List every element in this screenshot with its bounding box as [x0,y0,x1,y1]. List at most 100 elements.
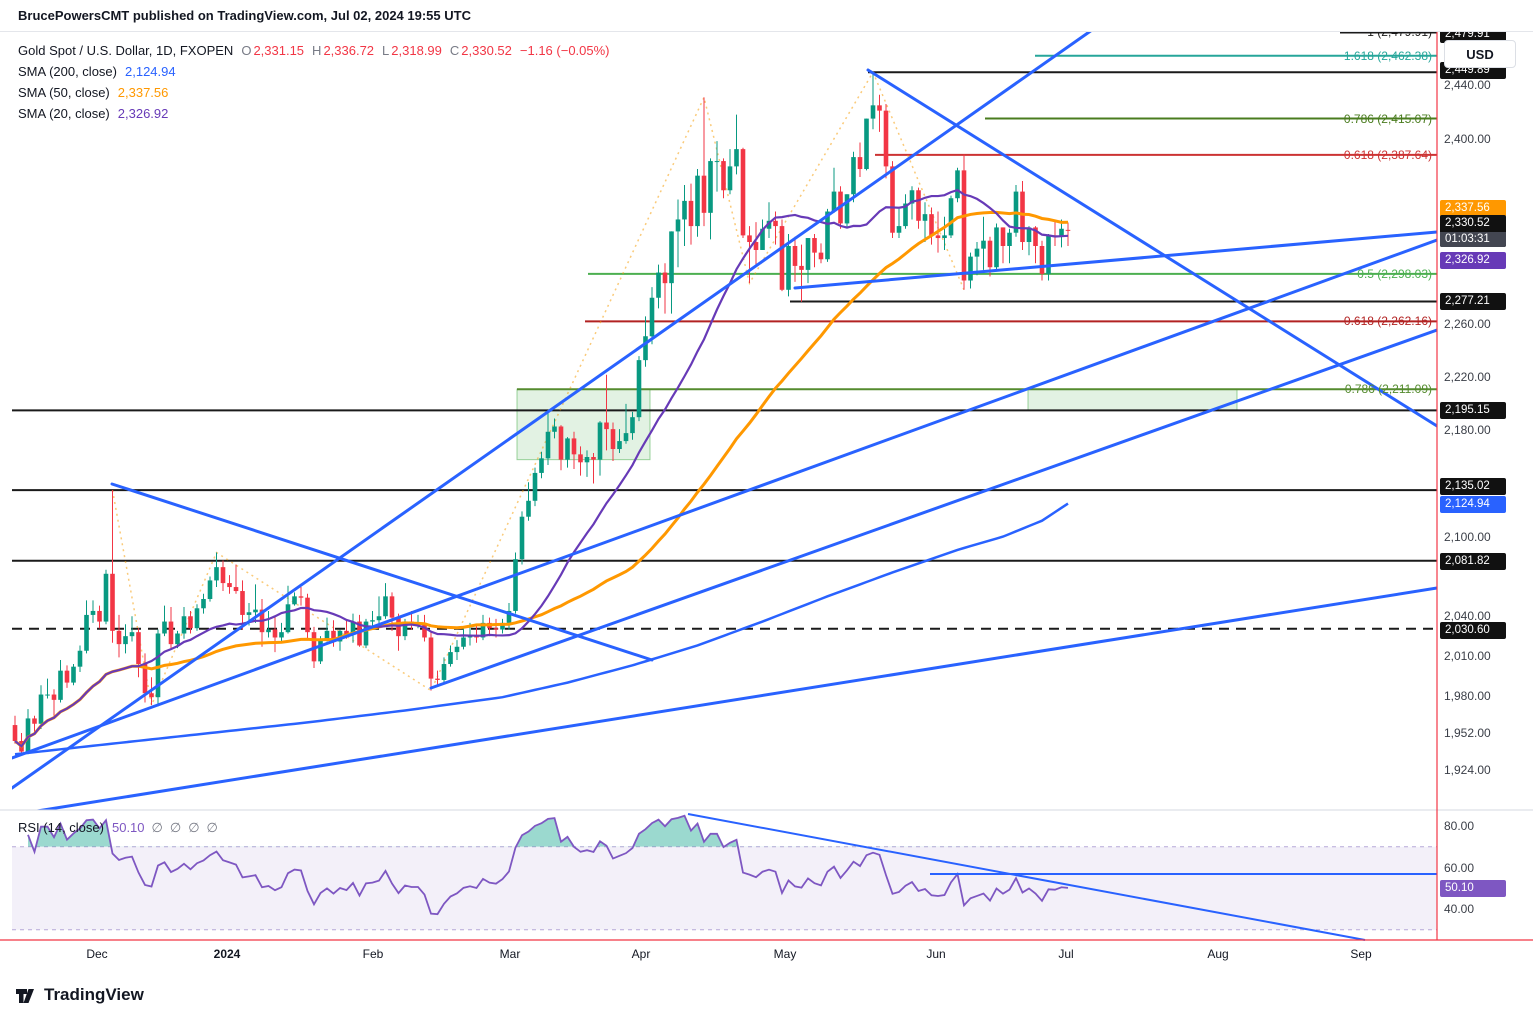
symbol-row: Gold Spot / U.S. Dollar, 1D, FXOPEN O 2,33… [18,40,610,61]
candle [136,628,141,678]
attribution-text: BrucePowersCMT published on TradingView.… [18,8,471,23]
candle [844,194,850,228]
symbol-title[interactable]: Gold Spot / U.S. Dollar, 1D, FXOPEN [18,43,234,58]
rsi-legend[interactable]: RSI (14, close) 50.10 ∅ ∅ ∅ ∅ [18,820,218,836]
indicator-value: 2,326.92 [117,106,169,121]
candle [162,605,167,637]
rsi-param-placeholder: ∅ [169,820,182,835]
candle [948,195,954,239]
zone-box[interactable] [1027,388,1238,411]
sma200-line[interactable] [14,502,1069,756]
candle [1033,226,1038,264]
candle [188,610,193,634]
rsi-name: RSI (14, close) [18,820,104,835]
candle [207,576,213,602]
trendline[interactable] [793,230,1437,290]
candle [636,356,642,422]
candle [532,467,538,507]
rsi-param-placeholder: ∅ [206,820,218,835]
candle [1046,234,1051,281]
candle [97,605,102,629]
candle [916,187,921,229]
candle [58,660,63,703]
indicator-legend-sma50[interactable]: SMA (50, close) 2,337.56 [18,82,610,103]
candle [968,252,973,289]
trendline[interactable] [12,30,1094,790]
candle [214,552,219,588]
candle [584,450,590,477]
indicator-name: SMA (200, close) [18,64,117,79]
ohlc-close-value: 2,330.52 [461,43,512,58]
candle [201,593,206,614]
candle [298,587,304,606]
candle [740,147,746,239]
candle [461,628,466,650]
header-bar: BrucePowersCMT published on TradingView.… [0,0,1533,32]
candle [292,592,297,606]
ohlc-open-value: 2,331.15 [253,43,305,58]
candle [110,490,115,643]
candle [961,154,967,290]
candle [90,600,96,623]
trendline[interactable] [866,68,1437,428]
candle [1065,222,1071,247]
candle [428,632,434,691]
candle [396,613,401,651]
candle [903,194,908,229]
candle [799,244,804,302]
sma20-line[interactable] [14,188,1069,748]
currency-button[interactable]: USD [1444,40,1516,68]
zone-box[interactable] [516,388,651,461]
candle [272,616,278,653]
brand-wordmark[interactable]: TradingView [44,985,144,1004]
candle [1052,219,1058,247]
candle [1007,228,1012,264]
zigzag-dotted-line [111,70,965,708]
candle [454,640,460,661]
candle [1000,227,1006,264]
indicator-name: SMA (50, close) [18,85,110,100]
sma50-line[interactable] [14,210,1069,749]
candle [701,97,707,227]
candle [240,580,245,630]
candle [558,425,564,471]
candle [864,118,869,171]
candle [805,238,811,284]
candle [688,183,694,245]
ohlc-high-label: H [312,43,322,58]
trendline[interactable] [110,482,654,662]
candle [857,142,863,177]
candle [441,657,447,683]
trendline[interactable] [12,586,1437,815]
candle [233,564,239,594]
candle [51,689,57,716]
candle [942,216,947,250]
candle [435,670,440,686]
trendline[interactable] [429,328,1437,690]
trendline[interactable] [12,238,1437,760]
rsi-trendline[interactable] [687,813,1366,941]
candle [168,606,174,650]
candle [1059,219,1064,248]
indicator-legend-sma20[interactable]: SMA (20, close) 2,326.92 [18,103,610,124]
main-legend: Gold Spot / U.S. Dollar, 1D, FXOPEN O 2,33… [18,40,610,124]
candle [571,431,577,469]
candle [890,161,895,239]
candle [578,446,583,476]
candle [84,600,89,654]
candle [181,606,187,639]
candle [695,169,700,237]
rsi-band [12,846,1437,930]
candle [753,222,759,265]
candle [896,208,902,239]
indicator-value: 2,124.94 [125,64,176,79]
tradingview-logo-icon[interactable] [14,984,38,1008]
candle [545,410,551,465]
candle [123,624,128,654]
candle [604,374,609,451]
candle [103,569,109,625]
candle [708,158,713,240]
candles-layer [12,72,1071,756]
indicator-legend-sma200[interactable]: SMA (200, close) 2,124.94 [18,61,610,82]
